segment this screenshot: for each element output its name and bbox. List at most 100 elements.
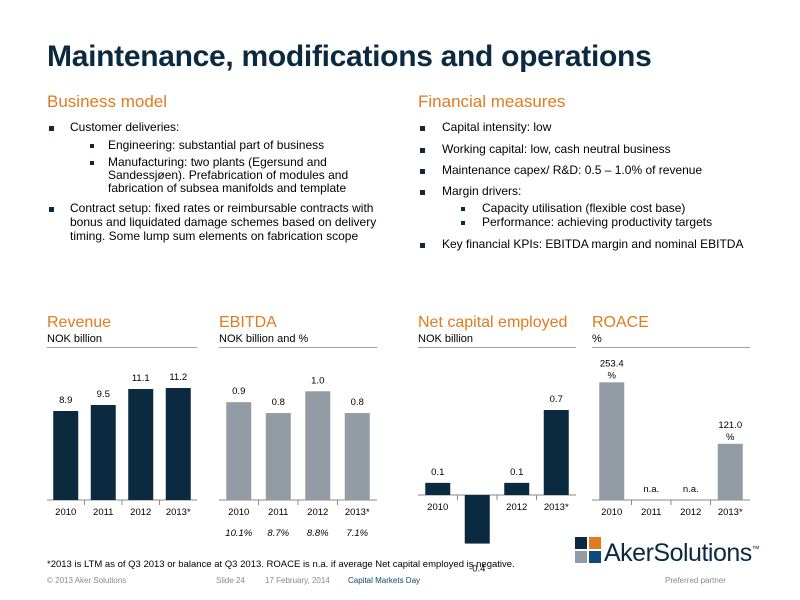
bar — [717, 443, 743, 500]
data-label: 121.0 — [718, 420, 742, 431]
chart-divider — [418, 347, 576, 348]
ebitda-chart-title: EBITDA — [219, 314, 277, 331]
bullet-text: Contract setup: fixed rates or reimbursa… — [70, 201, 374, 215]
data-label: n.a. — [643, 484, 659, 495]
bar — [53, 411, 79, 500]
bullet-text: Capital intensity: low — [442, 120, 552, 134]
bullet-text: fabrication of subsea manifolds and temp… — [108, 181, 347, 195]
data-label: 11.2 — [169, 372, 187, 383]
bullet-icon — [420, 243, 425, 248]
x-tick-label: 2011 — [93, 507, 113, 518]
bullet-icon — [90, 161, 94, 165]
data-label: 9.5 — [97, 389, 110, 400]
bar — [165, 388, 191, 500]
data-label: 0.1 — [510, 467, 523, 478]
ebitda-bar-chart: 2010 0.9 10.1% 2011 0.8 8.7% 2012 1.0 8.8% 2013* 0… — [219, 375, 377, 539]
nce-chart-unit: NOK billion — [418, 333, 474, 345]
footer-event: Capital Markets Day — [348, 576, 421, 585]
bullet-text: Key financial KPIs: EBITDA margin and no… — [442, 237, 744, 251]
ebitda-chart-unit: NOK billion and % — [219, 333, 309, 345]
bar — [265, 413, 291, 500]
bar — [504, 482, 530, 495]
x-tick-label: 2013* — [166, 507, 191, 518]
bullet-text: Manufacturing: two plants (Egersund and — [108, 155, 327, 169]
bar — [464, 495, 490, 544]
chart-divider — [592, 347, 750, 348]
x-tick-label: 2013* — [345, 507, 370, 518]
bar — [226, 402, 252, 500]
x-tick-label: 2012 — [307, 507, 328, 518]
x-tick-label: 2013* — [718, 507, 743, 518]
margin-label: 8.8% — [307, 528, 329, 539]
chart-divider — [47, 347, 197, 348]
margin-label: 10.1% — [225, 528, 252, 539]
bar — [128, 389, 154, 500]
x-tick-label: 2012 — [506, 502, 527, 513]
data-label: 0.7 — [550, 394, 563, 405]
data-label-unit: % — [608, 370, 617, 381]
bullet-icon — [49, 126, 54, 131]
data-label: -0.4 — [469, 564, 485, 575]
bar — [90, 405, 116, 500]
x-tick-label: 2010 — [55, 507, 76, 518]
slide-number: Slide 24 — [216, 576, 245, 585]
aker-solutions-logo-icon — [575, 537, 601, 563]
roace-bar-chart: 2010 253.4% 2011 n.a. 2012 n.a. 2013* 121.0% — [592, 358, 750, 518]
page-title: Maintenance, modifications and operation… — [47, 40, 652, 73]
bullet-text: Maintenance capex/ R&D: 0.5 – 1.0% of re… — [442, 163, 703, 177]
bullet-icon — [90, 144, 94, 148]
margin-label: 8.7% — [267, 528, 289, 539]
x-tick-label: 2012 — [130, 507, 151, 518]
financial-measures-heading: Financial measures — [418, 92, 566, 111]
bullet-text: timing. Some lump sum elements on fabric… — [70, 229, 359, 243]
bullet-icon — [420, 148, 425, 153]
bullet-icon — [420, 126, 425, 131]
x-tick-label: 2010 — [228, 507, 249, 518]
data-label: 0.8 — [351, 397, 364, 408]
bullet-text: Capacity utilisation (flexible cost base… — [482, 201, 686, 215]
bullet-text: Margin drivers: — [442, 184, 522, 198]
x-tick-label: 2010 — [427, 502, 448, 513]
bar — [305, 391, 331, 500]
bullet-text: bonus and liquidated damage schemes base… — [70, 215, 377, 229]
bullet-text: Sandessjøen). Prefabrication of modules … — [108, 168, 349, 182]
revenue-chart-unit: NOK billion — [47, 333, 103, 345]
bullet-text: Performance: achieving productivity targ… — [482, 215, 713, 229]
business-model-heading: Business model — [47, 92, 168, 111]
bullet-icon — [420, 190, 425, 195]
x-tick-label: 2013* — [544, 502, 569, 513]
data-label: 8.9 — [59, 395, 72, 406]
bar — [344, 413, 370, 500]
bullet-text: Customer deliveries: — [70, 120, 180, 134]
bullet-icon — [461, 221, 465, 225]
roace-chart-unit: % — [592, 333, 602, 345]
data-label: 0.9 — [232, 386, 245, 397]
footnote: *2013 is LTM as of Q3 2013 or balance at… — [47, 559, 515, 570]
bullet-icon — [461, 207, 465, 211]
bullet-text: Working capital: low, cash neutral busin… — [442, 142, 671, 156]
bullet-icon — [420, 169, 425, 174]
x-tick-label: 2010 — [601, 507, 622, 518]
bullet-text: Engineering: substantial part of busines… — [108, 138, 325, 152]
nce-chart-title: Net capital employed — [418, 314, 568, 331]
data-label-unit: % — [726, 432, 735, 443]
data-label: 0.1 — [431, 467, 444, 478]
copyright: © 2013 Aker Solutions — [47, 576, 127, 585]
data-label: n.a. — [683, 484, 699, 495]
bar — [425, 482, 451, 495]
revenue-bar-chart: 2010 8.9 2011 9.5 2012 11.1 2013* 11.2 — [47, 372, 197, 518]
x-tick-label: 2011 — [641, 507, 661, 518]
bar — [543, 410, 569, 495]
data-label: 253.4 — [600, 358, 624, 369]
x-tick-label: 2011 — [268, 507, 288, 518]
footer-tagline: Preferred partner — [665, 576, 726, 585]
footer-date: 17 February, 2014 — [265, 576, 330, 585]
bullet-icon — [49, 207, 54, 212]
data-label: 1.0 — [311, 375, 324, 386]
x-tick-label: 2012 — [680, 507, 701, 518]
logo-wordmark: AkerSolutions™ — [604, 539, 760, 567]
data-label: 11.1 — [132, 373, 150, 384]
bar — [599, 382, 625, 500]
chart-divider — [219, 347, 377, 348]
